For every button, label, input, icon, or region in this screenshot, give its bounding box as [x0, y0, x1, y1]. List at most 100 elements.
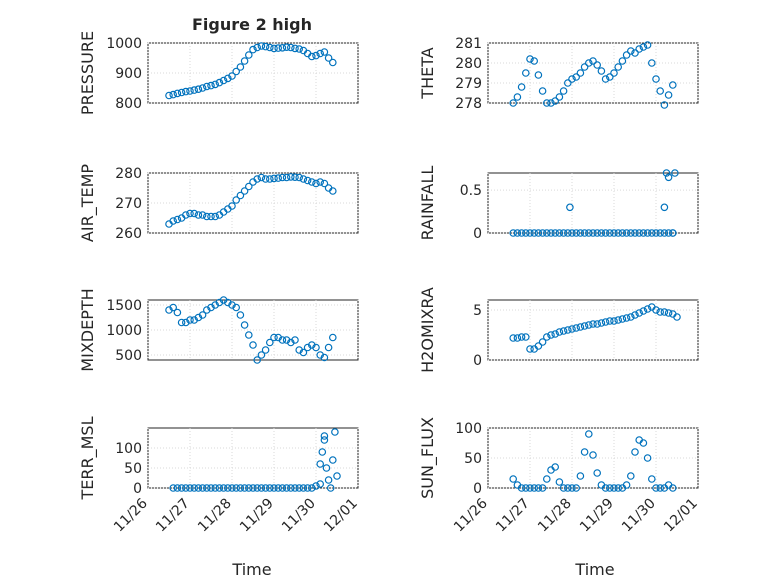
data-point	[534, 342, 543, 350]
data-point	[559, 484, 568, 492]
data-point	[526, 484, 534, 492]
data-point	[589, 320, 597, 328]
data-point	[249, 45, 257, 54]
data-point	[236, 63, 245, 71]
data-point	[551, 330, 560, 338]
data-point	[610, 229, 618, 237]
data-point	[618, 57, 627, 65]
data-point	[265, 484, 274, 492]
data-point	[186, 209, 194, 218]
data-point	[647, 229, 656, 237]
data-point	[278, 43, 287, 52]
data-point	[563, 229, 572, 237]
data-point	[198, 211, 207, 219]
data-point	[261, 175, 270, 183]
data-point	[664, 91, 673, 99]
data-point	[165, 91, 173, 100]
data-point	[194, 211, 203, 219]
data-point	[278, 484, 287, 492]
data-point	[559, 229, 568, 237]
data-point	[589, 229, 597, 237]
data-point	[660, 308, 669, 316]
y-tick-label: 0	[473, 226, 482, 242]
data-point	[631, 311, 639, 319]
data-point	[261, 484, 270, 492]
data-point	[593, 320, 602, 328]
data-point	[643, 305, 652, 313]
data-point	[198, 84, 207, 92]
data-point	[614, 63, 623, 71]
data-point	[610, 69, 618, 77]
data-point	[265, 338, 274, 347]
data-point	[580, 229, 589, 237]
data-point	[530, 484, 539, 492]
data-point	[232, 484, 241, 492]
data-point	[605, 229, 614, 237]
y-tick-label: 50	[464, 451, 482, 467]
data-point	[253, 484, 262, 492]
data-point	[618, 229, 627, 237]
data-point	[240, 57, 249, 65]
x-axis-title-right: Time	[574, 560, 614, 579]
data-point	[328, 187, 337, 195]
data-point	[534, 71, 543, 79]
data-point	[563, 79, 572, 87]
data-point	[245, 51, 253, 59]
data-point	[538, 338, 547, 346]
x-tick-label: 11/27	[493, 496, 533, 536]
data-point	[584, 430, 593, 438]
data-point	[245, 484, 253, 492]
data-point	[509, 475, 518, 483]
data-point	[521, 229, 530, 237]
data-point	[660, 101, 669, 109]
data-point	[605, 73, 614, 81]
data-point	[207, 484, 215, 492]
data-point	[215, 484, 224, 492]
data-point	[312, 51, 320, 60]
data-point	[198, 484, 207, 492]
data-point	[291, 484, 299, 492]
data-point	[593, 61, 602, 69]
data-point	[668, 81, 677, 89]
data-point	[270, 333, 278, 342]
data-point	[555, 93, 564, 101]
data-point	[182, 484, 190, 492]
data-point	[652, 229, 660, 237]
data-point	[173, 484, 182, 492]
data-point	[568, 229, 576, 237]
data-point	[631, 448, 639, 456]
data-point	[622, 314, 631, 322]
y-tick-label: 0	[133, 481, 142, 497]
data-point	[584, 321, 593, 329]
data-point	[635, 45, 644, 53]
data-point	[647, 59, 656, 67]
data-point	[232, 67, 241, 76]
data-point	[566, 203, 574, 212]
data-point	[299, 484, 308, 492]
data-point	[228, 72, 236, 80]
data-point	[635, 229, 644, 237]
data-point	[270, 484, 278, 492]
data-point	[639, 229, 648, 237]
data-point	[593, 469, 602, 477]
data-point	[610, 317, 618, 325]
data-point	[270, 44, 278, 53]
y-axis-title: SUN_FLUX	[418, 417, 438, 499]
data-point	[286, 484, 295, 492]
data-point	[194, 484, 203, 492]
data-point	[555, 478, 564, 486]
y-axis-title: TERR_MSL	[78, 416, 98, 500]
data-point	[232, 303, 241, 312]
data-point	[278, 336, 287, 344]
x-tick-label: 11/26	[451, 495, 491, 535]
axes-box	[487, 172, 699, 234]
data-point	[547, 331, 555, 339]
data-point	[270, 174, 278, 183]
data-point	[257, 173, 266, 182]
x-axis-title-left: Time	[231, 560, 271, 579]
data-point	[656, 484, 665, 492]
data-point	[605, 484, 614, 492]
data-point	[509, 99, 518, 107]
data-point	[551, 97, 560, 105]
